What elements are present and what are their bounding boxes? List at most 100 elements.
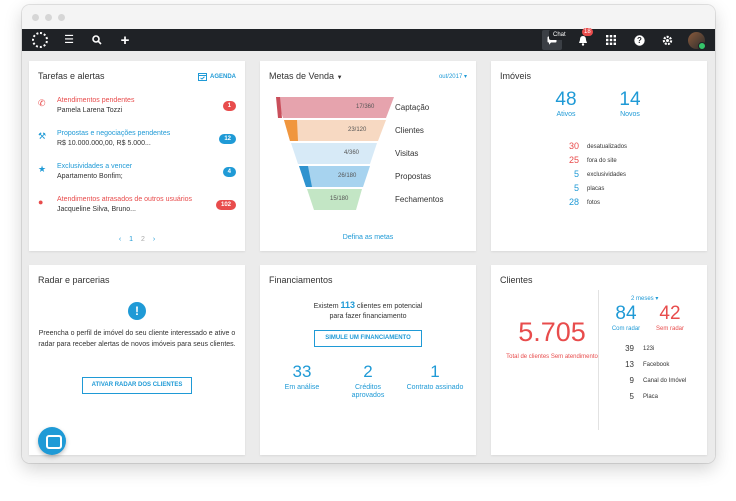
prev-page-button[interactable]: ‹ bbox=[118, 236, 122, 243]
phone-icon: ✆ bbox=[38, 98, 46, 108]
info-exclamation-icon: ! bbox=[128, 302, 146, 320]
task-item[interactable]: ★ Exclusividades a vencer Apartamento Bo… bbox=[38, 163, 236, 189]
financing-description: Existem 113 clientes em potencial para f… bbox=[260, 300, 476, 322]
window-titlebar bbox=[22, 5, 715, 29]
total-clients-value[interactable]: 5.705 bbox=[518, 317, 586, 347]
gavel-icon: ⚒ bbox=[38, 131, 47, 141]
menu-icon[interactable]: ☰ bbox=[64, 33, 74, 46]
simulate-financing-button[interactable]: SIMULE UM FINANCIAMENTO bbox=[314, 330, 422, 347]
task-count-badge: 12 bbox=[219, 134, 236, 144]
card-title[interactable]: Metas de Venda ▼ bbox=[269, 71, 343, 81]
stat-value: 25 bbox=[568, 155, 579, 165]
svg-text:?: ? bbox=[637, 36, 642, 45]
page-2-button[interactable]: 2 bbox=[140, 236, 145, 243]
chat-tooltip: Chat bbox=[549, 30, 570, 40]
active-label[interactable]: Ativos bbox=[556, 111, 576, 118]
help-icon[interactable]: ? bbox=[632, 33, 646, 47]
task-item[interactable]: ● Atendimentos atrasados de outros usuár… bbox=[38, 196, 236, 222]
potential-clients-count: 113 bbox=[340, 300, 356, 310]
source-label: Facebook bbox=[643, 362, 670, 368]
window-dot[interactable] bbox=[32, 13, 39, 21]
stat-value: 30 bbox=[568, 141, 579, 151]
financing-stat-label[interactable]: Em análise bbox=[284, 384, 320, 391]
funnel-value: 15/180 bbox=[330, 196, 349, 202]
funnel-label[interactable]: Propostas bbox=[395, 172, 432, 181]
task-item[interactable]: ✆ Atendimentos pendentes Pamela Larena T… bbox=[38, 97, 236, 123]
logo-icon[interactable] bbox=[32, 32, 48, 48]
active-count[interactable]: 48 bbox=[555, 89, 577, 110]
sales-goals-card: Metas de Venda ▼ out/2017 ▾ 17/360 23/12… bbox=[260, 61, 476, 251]
page-1-button[interactable]: 1 bbox=[129, 236, 134, 243]
search-icon[interactable] bbox=[90, 33, 104, 47]
source-value: 13 bbox=[625, 360, 634, 369]
funnel-label: Visitas bbox=[395, 149, 419, 158]
period-selector[interactable]: 2 meses ▾ bbox=[631, 295, 658, 302]
card-title: Clientes bbox=[500, 275, 533, 285]
funnel-value: 4/360 bbox=[344, 150, 360, 156]
add-icon[interactable]: + bbox=[120, 31, 130, 49]
radar-card: Radar e parcerias ! Preencha o perfil de… bbox=[29, 265, 245, 455]
task-count-badge: 102 bbox=[215, 200, 236, 210]
top-navbar: ☰ + 18 ? bbox=[22, 28, 715, 51]
source-label: Canal do Imóvel bbox=[643, 378, 687, 384]
activate-radar-button[interactable]: ATIVAR RADAR DOS CLIENTES bbox=[82, 377, 192, 394]
stat-value: 28 bbox=[568, 197, 579, 207]
pagination: ‹ 1 2 › bbox=[29, 236, 245, 243]
funnel-segment[interactable] bbox=[307, 189, 362, 210]
apps-grid-icon[interactable] bbox=[604, 33, 618, 47]
new-count[interactable]: 14 bbox=[619, 89, 641, 110]
task-subtitle: Pamela Larena Tozzi bbox=[57, 107, 123, 114]
agenda-link[interactable]: AGENDA bbox=[197, 72, 236, 81]
task-count-badge: 4 bbox=[222, 167, 236, 177]
funnel-segment[interactable] bbox=[299, 166, 370, 187]
task-title: Atendimentos atrasados de outros usuário… bbox=[57, 196, 193, 203]
funnel-label: Clientes bbox=[395, 126, 424, 135]
define-goals-link[interactable]: Defina as metas bbox=[342, 234, 394, 241]
next-page-button[interactable]: › bbox=[152, 236, 156, 243]
user-avatar[interactable] bbox=[688, 31, 706, 50]
financing-stat-label[interactable]: Créditos aprovados bbox=[351, 384, 385, 399]
sem-radar-label[interactable]: Sem radar bbox=[655, 326, 684, 332]
period-label: 2 meses bbox=[631, 296, 654, 302]
com-radar-value[interactable]: 84 bbox=[615, 303, 637, 324]
task-title: Propostas e negociações pendentes bbox=[57, 130, 171, 137]
window-dot[interactable] bbox=[45, 13, 52, 21]
card-title: Imóveis bbox=[500, 71, 532, 81]
stat-value: 5 bbox=[573, 183, 579, 193]
chat-widget-button[interactable] bbox=[38, 427, 66, 455]
task-title: Atendimentos pendentes bbox=[57, 97, 135, 104]
source-label: 123i bbox=[643, 346, 655, 352]
radar-description: Preencha o perfil de imóvel do seu clien… bbox=[38, 330, 236, 348]
financing-stat-value[interactable]: 1 bbox=[430, 362, 440, 381]
funnel-value: 17/360 bbox=[356, 104, 375, 110]
month-selector[interactable]: out/2017 ▾ bbox=[439, 73, 467, 80]
stat-label: fotos bbox=[587, 200, 601, 206]
task-item[interactable]: ⚒ Propostas e negociações pendentes R$ 1… bbox=[38, 130, 236, 156]
caret-down-icon: ▾ bbox=[463, 74, 467, 80]
notifications-bell-icon[interactable]: 18 bbox=[576, 28, 593, 47]
funnel-value: 23/120 bbox=[348, 127, 367, 133]
new-label[interactable]: Novos bbox=[620, 111, 640, 118]
funnel-label[interactable]: Fechamentos bbox=[395, 195, 444, 204]
card-title: Financiamentos bbox=[269, 275, 333, 285]
financing-text: clientes em potencial bbox=[356, 303, 423, 310]
funnel-segment[interactable] bbox=[276, 97, 394, 118]
month-label: out/2017 bbox=[438, 74, 463, 80]
stat-value: 5 bbox=[573, 169, 579, 179]
sem-radar-value[interactable]: 42 bbox=[659, 303, 681, 324]
financing-stat-value[interactable]: 33 bbox=[292, 362, 312, 381]
task-count-badge: 1 bbox=[222, 101, 236, 111]
funnel-segment[interactable] bbox=[291, 143, 377, 164]
financing-stat-label[interactable]: Contrato assinado bbox=[406, 384, 464, 391]
agenda-label: AGENDA bbox=[209, 73, 236, 80]
com-radar-label[interactable]: Com radar bbox=[611, 326, 641, 332]
stat-label: exclusividades bbox=[587, 172, 627, 178]
dashboard-grid: Tarefas e alertas AGENDA ✆ Atendimentos … bbox=[22, 51, 715, 463]
funnel-segment[interactable] bbox=[284, 120, 386, 141]
notifications-badge: 18 bbox=[582, 28, 593, 36]
financing-text: Existem bbox=[313, 303, 339, 310]
settings-gear-icon[interactable] bbox=[660, 33, 674, 47]
total-clients-label[interactable]: Total de clientes Sem atendimento bbox=[506, 354, 598, 360]
financing-stat-value[interactable]: 2 bbox=[363, 362, 373, 381]
window-dot[interactable] bbox=[58, 13, 65, 21]
